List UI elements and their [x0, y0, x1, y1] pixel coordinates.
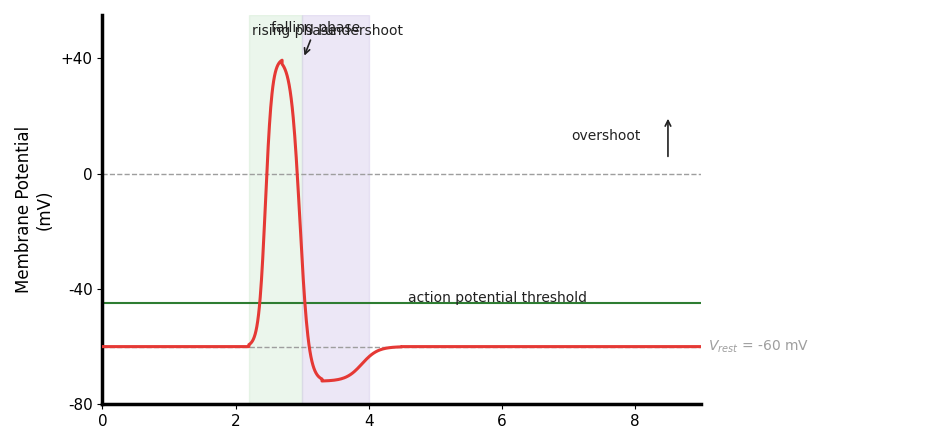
Text: falling phase: falling phase	[271, 21, 360, 54]
Y-axis label: Membrane Potential
(mV): Membrane Potential (mV)	[15, 126, 53, 293]
Text: action potential threshold: action potential threshold	[408, 290, 587, 305]
Text: undershoot: undershoot	[325, 24, 404, 38]
Text: $V_{rest}$ = -60 mV: $V_{rest}$ = -60 mV	[708, 338, 809, 355]
Bar	[302, 15, 369, 404]
Text: rising phase: rising phase	[252, 24, 337, 38]
Bar	[249, 15, 302, 404]
Text: overshoot: overshoot	[571, 129, 641, 143]
